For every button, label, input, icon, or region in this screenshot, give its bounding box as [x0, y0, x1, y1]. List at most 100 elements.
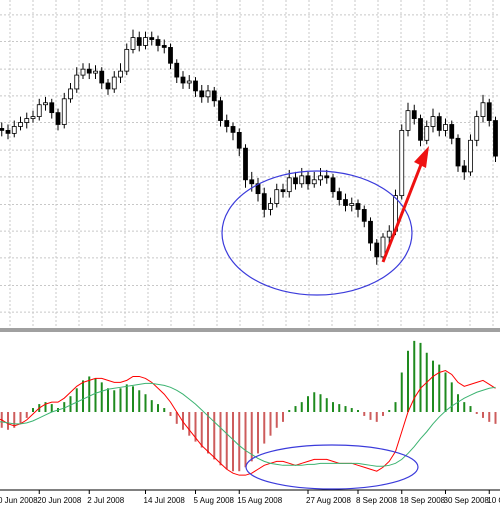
candle-body: [274, 189, 280, 204]
candle-body: [149, 37, 155, 40]
candle-body: [11, 126, 17, 134]
candle-body: [461, 165, 467, 173]
x-tick-label: 27 Aug 2008: [306, 496, 351, 505]
candle-body: [230, 126, 236, 133]
candle-body: [280, 189, 286, 193]
grid: [0, 0, 500, 328]
x-tick-label: 15 Aug 2008: [237, 496, 282, 505]
candle-body: [68, 88, 73, 100]
candle-body: [474, 116, 480, 141]
candle-body: [324, 175, 330, 179]
candle-body: [268, 203, 273, 210]
candle-body: [43, 102, 48, 106]
candle-body: [249, 179, 255, 185]
candle-body: [174, 62, 180, 78]
candle-body: [449, 124, 455, 139]
candle-body: [105, 82, 111, 90]
candle-body: [236, 131, 242, 149]
x-tick-label: 5 Aug 2008: [194, 496, 235, 505]
candle-body: [480, 102, 486, 117]
x-tick-label: 20 Jun 2008: [37, 496, 82, 505]
highlight-ellipse: [245, 444, 419, 490]
candle-body: [405, 110, 411, 131]
candle-body: [136, 37, 142, 46]
candle-body: [468, 139, 473, 173]
candle-body: [93, 70, 98, 74]
candle-body: [193, 80, 198, 92]
candle-body: [49, 102, 55, 114]
candle-body: [343, 199, 348, 206]
candle-body: [161, 45, 167, 48]
candle-body: [374, 242, 380, 258]
candle-body: [386, 230, 392, 238]
candle-body: [55, 112, 61, 125]
candle-body: [18, 122, 23, 127]
candle-body: [318, 175, 323, 181]
candle-body: [30, 116, 36, 119]
candle-body: [61, 98, 67, 125]
candle-body: [493, 120, 498, 157]
x-tick-label: 2 Jul 2008: [87, 496, 124, 505]
candle-body: [224, 120, 230, 127]
candle-body: [199, 90, 205, 98]
candle-body: [186, 80, 192, 84]
candle-body: [130, 37, 136, 50]
candle-body: [5, 130, 11, 134]
candle-body: [355, 203, 361, 210]
candle-body: [86, 68, 92, 74]
candle-body: [380, 236, 386, 258]
candle-body: [293, 177, 298, 185]
x-tick-label: 14 Jul 2008: [144, 496, 186, 505]
candle-body: [155, 39, 161, 46]
candle-body: [99, 70, 105, 84]
candle-body: [36, 104, 42, 117]
candle-body: [211, 90, 217, 102]
candle-body: [430, 116, 436, 127]
indicator-line: [0, 369, 496, 476]
candle-body: [330, 177, 336, 193]
highlight-ellipse: [221, 170, 413, 296]
candle-body: [218, 100, 223, 121]
candle-body: [143, 37, 148, 46]
candle-body: [299, 175, 305, 185]
candle-body: [424, 126, 430, 141]
candle-body: [399, 130, 405, 197]
candle-body: [336, 191, 342, 200]
x-tick-label: 30 Sep 2008: [444, 496, 490, 505]
candle-body: [118, 70, 123, 78]
candle-body: [455, 137, 461, 167]
candle-body: [111, 76, 117, 90]
candle-body: [436, 116, 442, 131]
candle-body: [205, 90, 211, 98]
candle-body: [411, 110, 417, 119]
candle-body: [124, 49, 130, 72]
candle-body: [180, 76, 186, 84]
candle-body: [368, 220, 373, 244]
indicator-line: [0, 382, 496, 467]
trend-arrow-head: [414, 146, 429, 168]
trend-arrow: [381, 161, 424, 263]
x-tick-label: 18 Sep 2008: [400, 496, 446, 505]
candle-body: [74, 74, 80, 90]
candle-body: [24, 118, 30, 123]
candle-body: [305, 175, 311, 185]
candle-body: [361, 209, 367, 222]
candle-body: [261, 193, 267, 210]
candle-body: [80, 68, 86, 76]
plot: [0, 29, 498, 476]
candle-body: [349, 203, 355, 206]
candle-body: [168, 47, 173, 64]
pane-separator: [0, 328, 500, 332]
candle-body: [0, 128, 5, 131]
candle-body: [443, 124, 448, 131]
candle-body: [418, 118, 423, 141]
candle-body: [286, 177, 292, 193]
candle-body: [311, 179, 317, 185]
candle-body: [486, 102, 492, 121]
x-tick-label: 10 Oct 2008: [487, 496, 500, 505]
candle-body: [243, 147, 248, 181]
x-tick-label: 10 Jun 2008: [0, 496, 38, 505]
x-tick-label: 8 Sep 2008: [356, 496, 397, 505]
